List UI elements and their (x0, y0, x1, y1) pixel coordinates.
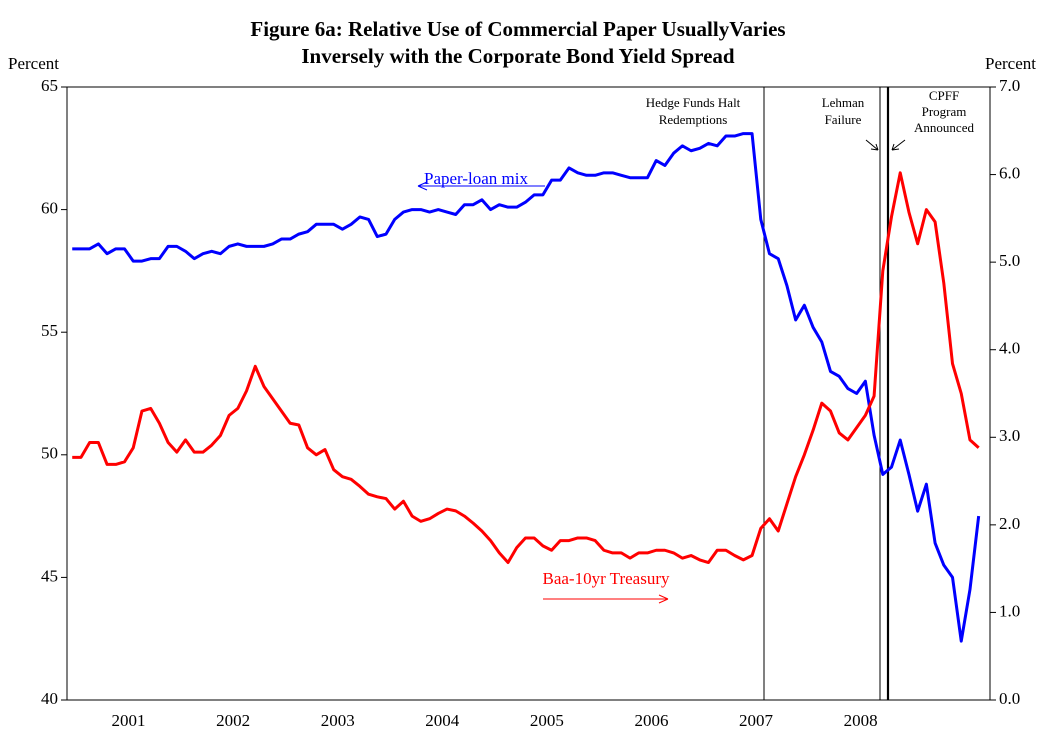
y2-axis-label: Percent (985, 54, 1036, 73)
y2-tick-label: 4.0 (999, 339, 1020, 358)
annotation-text: Lehman (822, 95, 865, 110)
y-tick-label: 40 (41, 689, 58, 708)
x-tick-label: 2004 (425, 711, 460, 730)
x-tick-label: 2002 (216, 711, 250, 730)
y-tick-label: 45 (41, 566, 58, 585)
series-line (72, 171, 980, 565)
x-tick-label: 2001 (112, 711, 146, 730)
x-tick-label: 2007 (739, 711, 774, 730)
annotation-text: Program (922, 104, 967, 119)
series-label: Paper-loan mix (424, 169, 528, 188)
y2-tick-label: 7.0 (999, 76, 1020, 95)
x-tick-label: 2008 (844, 711, 878, 730)
annotation-text: CPFF (929, 88, 959, 103)
y2-tick-label: 2.0 (999, 514, 1020, 533)
y-tick-label: 50 (41, 444, 58, 463)
chart-title-line: Inversely with the Corporate Bond Yield … (301, 44, 735, 68)
annotation-arrow (891, 139, 906, 151)
series-label-arrow (417, 181, 545, 191)
annotation-text: Hedge Funds Halt (646, 95, 741, 110)
annotation-text: Redemptions (659, 112, 728, 127)
annotation-text: Announced (914, 120, 974, 135)
annotation-text: Failure (825, 112, 862, 127)
y2-tick-label: 6.0 (999, 163, 1020, 182)
y-tick-label: 55 (41, 321, 58, 340)
y2-tick-label: 1.0 (999, 601, 1020, 620)
x-tick-label: 2003 (321, 711, 355, 730)
series-line (72, 132, 981, 643)
plot-frame (66, 86, 991, 701)
y-axis-label: Percent (8, 54, 59, 73)
annotation-arrow (865, 139, 879, 151)
x-tick-label: 2005 (530, 711, 564, 730)
y2-tick-label: 3.0 (999, 426, 1020, 445)
y2-tick-label: 0.0 (999, 689, 1020, 708)
y-tick-label: 65 (41, 76, 58, 95)
chart-title-line: Figure 6a: Relative Use of Commercial Pa… (250, 17, 785, 41)
series-label-arrow (543, 594, 669, 604)
series-label: Baa-10yr Treasury (542, 569, 670, 588)
y2-tick-label: 5.0 (999, 251, 1020, 270)
y-tick-label: 60 (41, 199, 58, 218)
x-tick-label: 2006 (634, 711, 668, 730)
